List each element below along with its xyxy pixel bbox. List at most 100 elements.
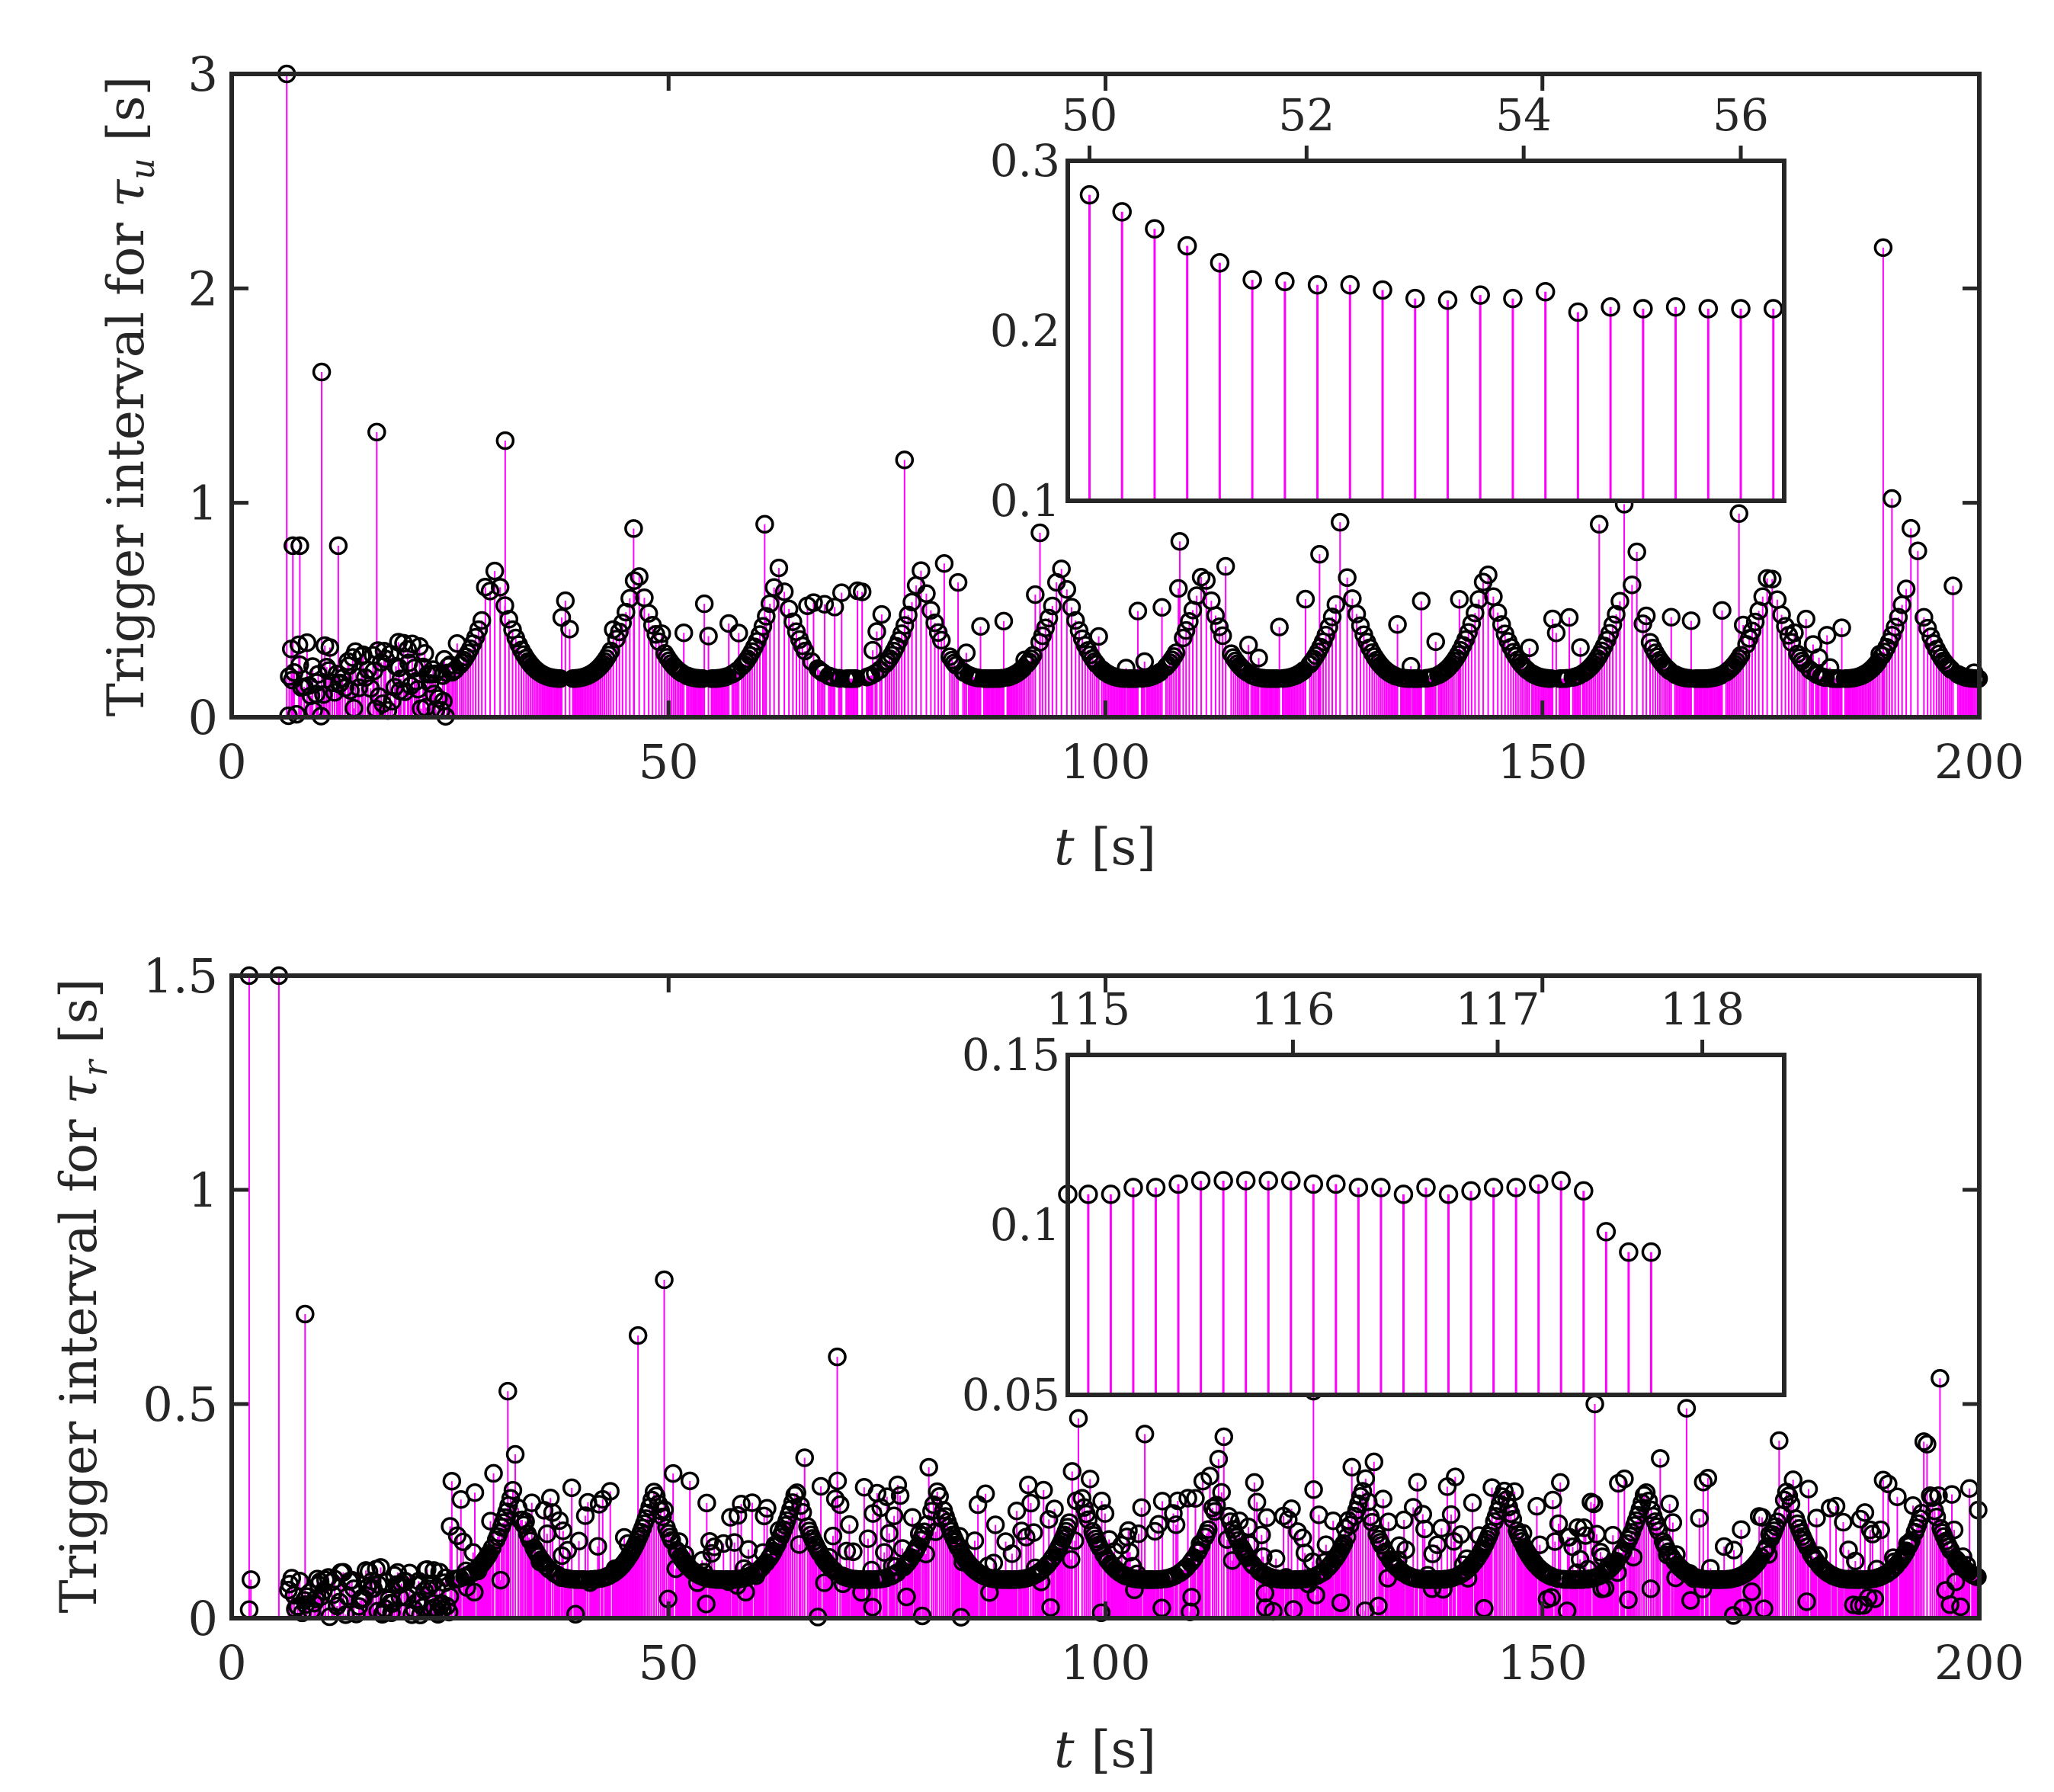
- bottom-inset-data-point: [1326, 1174, 1346, 1194]
- bottom-data-point: [1918, 1435, 1937, 1454]
- bottom-data-point: [1021, 1493, 1040, 1513]
- bottom-data-point: [1931, 1369, 1950, 1388]
- bottom-data-point: [1951, 1597, 1970, 1617]
- bottom-data-point: [795, 1448, 814, 1467]
- top-inset-data-point: [1307, 275, 1328, 295]
- bottom-data-point: [1168, 1491, 1187, 1511]
- bottom-data-point: [1783, 1470, 1802, 1489]
- bottom-inset-data-point: [1303, 1174, 1324, 1194]
- bottom-data-point: [888, 1475, 908, 1495]
- top-xtick-label: 100: [1060, 734, 1150, 790]
- bottom-ytick-label: 1: [188, 1162, 218, 1218]
- top-data-point: [1326, 595, 1346, 614]
- top-data-point: [895, 616, 915, 635]
- bottom-data-point: [1369, 1596, 1388, 1616]
- top-inset-data-point: [1535, 281, 1556, 302]
- top-data-point: [699, 627, 718, 646]
- bottom-data-point: [1024, 1523, 1043, 1542]
- bottom-data-point: [837, 1541, 857, 1561]
- bottom-data-point: [1770, 1431, 1789, 1451]
- bottom-data-point: [1660, 1494, 1679, 1514]
- top-data-point: [917, 584, 936, 604]
- bottom-data-point: [1636, 1483, 1656, 1502]
- top-inset-xtick-label: 56: [1713, 89, 1769, 141]
- bottom-data-point: [1364, 1452, 1384, 1472]
- top-data-point: [290, 655, 309, 675]
- bottom-ylabel-text: Trigger interval for: [50, 1119, 108, 1613]
- bottom-inset-data-point: [1596, 1222, 1617, 1242]
- top-inset-xtick-label: 54: [1495, 89, 1552, 141]
- top-data-point: [1817, 626, 1837, 645]
- top-data-point: [1883, 489, 1902, 508]
- top-data-point: [1197, 571, 1216, 590]
- top-inset-xtick-label: 52: [1278, 89, 1335, 141]
- top-data-point: [1883, 626, 1902, 645]
- bottom-data-point: [498, 1381, 518, 1401]
- top-inset-data-point: [1633, 299, 1653, 319]
- bottom-data-point: [453, 1532, 473, 1552]
- top-data-point: [1908, 541, 1927, 561]
- bottom-data-point: [1940, 1595, 1959, 1614]
- top-data-point: [1936, 654, 1956, 673]
- top-data-point: [1026, 585, 1045, 604]
- bottom-data-point: [1944, 1520, 1964, 1540]
- bottom-data-point: [430, 1563, 450, 1582]
- bottom-inset-data-point: [1280, 1171, 1301, 1191]
- bottom-data-point: [558, 1540, 578, 1560]
- bottom-inset-data-point: [1123, 1178, 1143, 1197]
- top-ytick-label: 3: [188, 46, 218, 102]
- bottom-inset-data-point: [1641, 1242, 1661, 1262]
- top-data-point: [948, 572, 968, 592]
- top-data-point: [1636, 606, 1656, 626]
- bottom-data-point: [562, 1478, 582, 1498]
- top-xtick-label: 150: [1498, 734, 1588, 790]
- bottom-data-point: [874, 1543, 894, 1562]
- top-inset-data-point: [1275, 271, 1295, 292]
- top-data-point: [1661, 607, 1681, 627]
- top-data-point: [1590, 515, 1609, 534]
- bottom-data-point: [1002, 1544, 1022, 1563]
- top-data-point: [1319, 617, 1338, 636]
- top-inset: 50 52 54 56 0.1 0.2 0.3: [990, 89, 1786, 527]
- bottom-data-point: [1914, 1432, 1934, 1451]
- bottom-data-point: [1095, 1504, 1115, 1523]
- top-data-point: [1571, 638, 1590, 657]
- bottom-inset-data-point: [1371, 1178, 1391, 1197]
- top-data-point: [1559, 607, 1579, 627]
- top-data-point: [1213, 626, 1232, 646]
- bottom-data-point: [1214, 1427, 1234, 1447]
- top-inset-data-point: [1145, 219, 1165, 239]
- top-data-point: [1210, 617, 1229, 636]
- bottom-data-point: [447, 1526, 467, 1546]
- bottom-markers: [239, 966, 1988, 1627]
- top-inset-frame: [1065, 159, 1786, 503]
- bottom-data-point: [1641, 1579, 1661, 1598]
- bottom-data-point: [1505, 1482, 1524, 1502]
- top-data-point: [1546, 624, 1566, 643]
- bottom-xlabel-var: t: [1054, 1720, 1075, 1779]
- top-data-point: [1623, 575, 1642, 595]
- bottom-data-point: [1834, 1512, 1853, 1532]
- bottom-data-point: [728, 1505, 748, 1525]
- bottom-data-point: [1254, 1547, 1273, 1566]
- top-data-point: [1918, 618, 1937, 638]
- bottom-data-point: [440, 1587, 460, 1606]
- bottom-data-point: [1432, 1518, 1451, 1538]
- bottom-data-point: [1724, 1540, 1744, 1560]
- top-data-point: [1520, 638, 1539, 658]
- top-inset-data-point: [1405, 288, 1425, 309]
- top-data-point: [560, 620, 579, 639]
- bottom-data-point: [1342, 1457, 1361, 1477]
- top-data-point: [729, 624, 748, 643]
- top-data-point: [610, 622, 629, 642]
- top-data-point: [287, 704, 306, 724]
- bottom-data-point: [1929, 1486, 1948, 1505]
- top-data-point: [297, 633, 317, 652]
- top-ticks: 0 50 100 150 200 0 1 2 3: [188, 46, 2025, 790]
- top-data-point: [1796, 609, 1815, 629]
- bottom-data-point: [877, 1487, 897, 1506]
- top-inset-ticks: 50 52 54 56 0.1 0.2 0.3: [990, 89, 1769, 527]
- bottom-data-point: [863, 1598, 883, 1617]
- top-inset-data-point: [1568, 302, 1588, 322]
- top-data-point: [306, 684, 326, 704]
